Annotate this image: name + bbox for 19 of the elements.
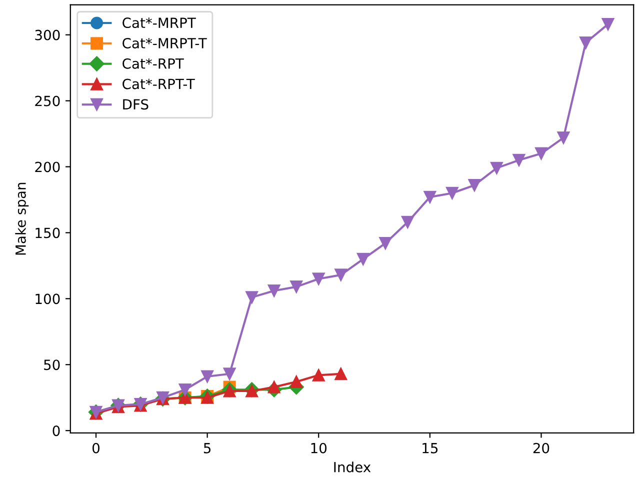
y-tick-label: 100: [36, 294, 60, 304]
x-tick-label: 15: [422, 443, 438, 454]
legend-label: Cat*-MRPT: [122, 18, 196, 28]
y-axis-title: Make span: [15, 182, 29, 255]
legend-label: Cat*-MRPT-T: [122, 38, 207, 48]
y-tick-label: 300: [35, 30, 60, 40]
y-tick-label: 0: [52, 426, 60, 436]
y-tick-label: 50: [44, 360, 60, 370]
y-tick-label: 250: [35, 96, 60, 106]
x-tick-label: 0: [92, 442, 100, 454]
legend-label: DFS: [123, 99, 148, 110]
x-axis-title: Index: [334, 462, 371, 472]
legend-label: Cat*-RPT: [122, 58, 184, 69]
x-tick-label: 20: [533, 442, 550, 454]
y-tick-label: 150: [36, 228, 60, 238]
x-tick-label: 10: [311, 442, 327, 454]
x-tick-label: 5: [204, 443, 211, 454]
legend-label: Cat*-RPT-T: [122, 78, 195, 90]
y-tick-label: 200: [35, 162, 60, 172]
